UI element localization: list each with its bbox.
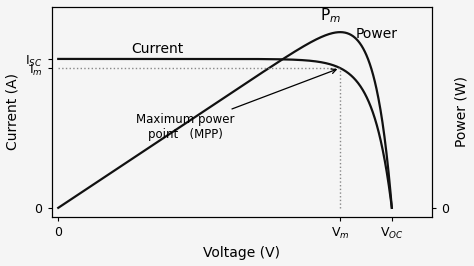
Text: Maximum power
point   (MPP): Maximum power point (MPP) (136, 69, 336, 141)
Y-axis label: Power (W): Power (W) (455, 76, 468, 147)
Text: Power: Power (355, 27, 397, 41)
X-axis label: Voltage (V): Voltage (V) (203, 246, 280, 260)
Y-axis label: Current (A): Current (A) (6, 73, 19, 150)
Text: Current: Current (132, 42, 184, 56)
Text: P$_m$: P$_m$ (319, 6, 340, 25)
